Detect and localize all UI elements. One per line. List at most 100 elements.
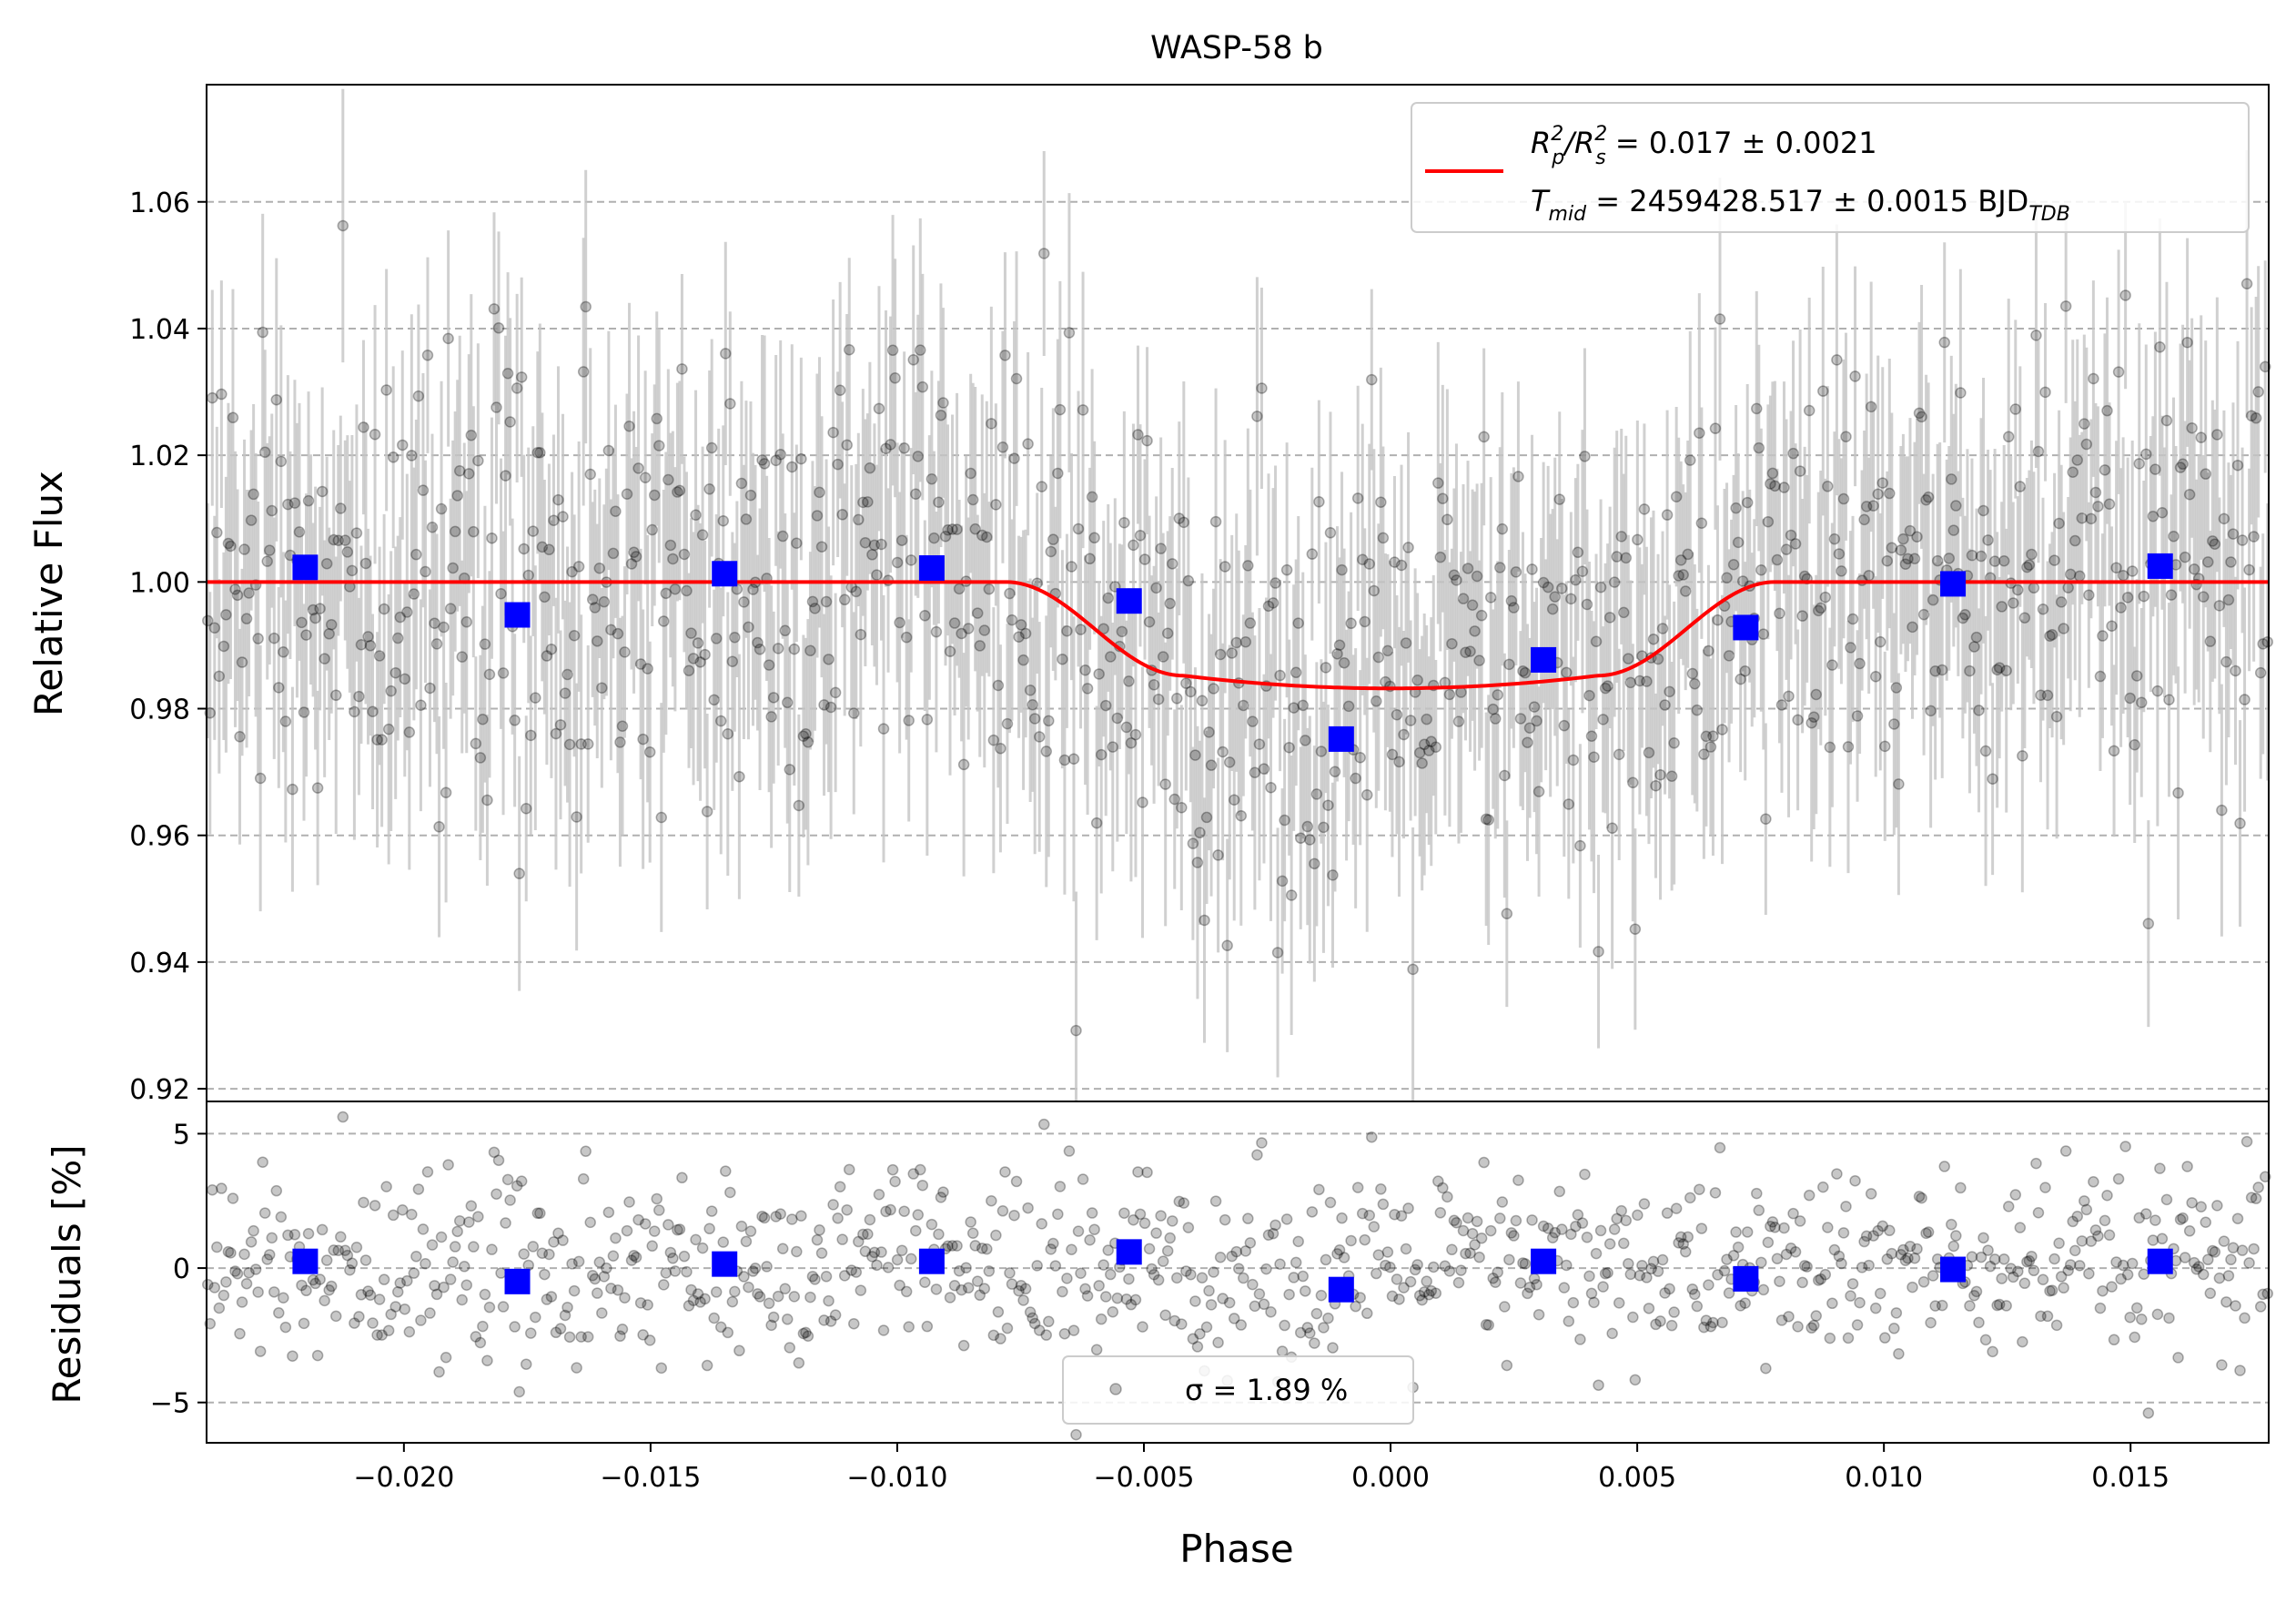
- flux-raw-point: [1306, 548, 1319, 560]
- residual-raw-point: [1522, 1287, 1533, 1300]
- flux-raw-point: [1826, 659, 1838, 671]
- residual-raw-point: [1936, 1299, 1948, 1312]
- flux-raw-point: [829, 686, 842, 699]
- residual-raw-point: [1950, 1230, 1962, 1242]
- residual-raw-point: [456, 1294, 468, 1306]
- flux-raw-point: [1063, 327, 1076, 339]
- flux-raw-point: [2197, 591, 2210, 603]
- residual-raw-point: [1152, 1273, 1165, 1286]
- flux-raw-point: [1318, 821, 1330, 834]
- flux-raw-point: [1656, 623, 1669, 634]
- residual-raw-point: [349, 1317, 360, 1329]
- flux-raw-point: [1203, 726, 1215, 738]
- flux-raw-point: [866, 549, 878, 561]
- flux-raw-point: [1736, 575, 1749, 587]
- flux-raw-point: [818, 699, 830, 711]
- flux-raw-point: [1721, 572, 1733, 584]
- flux-raw-point: [245, 514, 258, 526]
- flux-raw-point: [1585, 730, 1598, 742]
- residual-raw-point: [401, 1274, 413, 1287]
- flux-raw-point: [1563, 798, 1575, 810]
- residual-raw-point: [1579, 1168, 1591, 1181]
- residual-raw-point: [1086, 1207, 1098, 1219]
- flux-raw-point: [442, 332, 454, 345]
- residual-raw-point: [1664, 1283, 1675, 1295]
- flux-raw-point: [2240, 278, 2253, 290]
- residual-raw-point: [1464, 1247, 1476, 1259]
- residuals-binned-points: [292, 1239, 2173, 1303]
- flux-raw-point: [1251, 411, 1263, 422]
- flux-raw-point: [2002, 431, 2015, 443]
- flux-raw-point: [1452, 715, 1465, 727]
- flux-raw-point: [1120, 721, 1133, 734]
- residual-raw-point: [1824, 1332, 1836, 1344]
- flux-raw-point: [561, 668, 573, 681]
- flux-raw-point: [2252, 386, 2264, 398]
- flux-raw-point: [1641, 675, 1653, 687]
- residual-raw-point: [1322, 1312, 1334, 1324]
- residual-raw-point: [1991, 1299, 2003, 1312]
- residual-raw-point: [460, 1279, 473, 1291]
- residual-raw-point: [1966, 1251, 1978, 1263]
- flux-raw-point: [1081, 683, 1094, 695]
- flux-raw-point: [522, 569, 534, 582]
- flux-raw-point: [1815, 602, 1827, 614]
- residual-raw-point: [1778, 1222, 1790, 1234]
- residual-raw-point: [447, 1256, 459, 1268]
- flux-raw-point: [1253, 738, 1266, 750]
- phase-x-tick-label: −0.015: [600, 1462, 701, 1494]
- residual-raw-point: [1067, 1324, 1080, 1336]
- flux-y-tick-label: 0.94: [129, 948, 190, 979]
- flux-raw-point: [479, 638, 491, 650]
- flux-raw-point: [809, 603, 821, 614]
- flux-raw-point: [673, 484, 686, 497]
- residual-raw-point: [1908, 1252, 1921, 1264]
- flux-raw-point: [2225, 556, 2237, 568]
- flux-raw-point: [1413, 746, 1426, 759]
- flux-raw-point: [1654, 769, 1666, 781]
- residual-raw-point: [1636, 1260, 1648, 1272]
- flux-raw-point: [403, 726, 416, 738]
- flux-raw-point: [330, 689, 342, 702]
- flux-raw-point: [1712, 614, 1724, 626]
- residual-raw-point: [474, 1336, 487, 1349]
- flux-raw-point: [2216, 804, 2228, 817]
- residual-raw-point: [1105, 1268, 1117, 1281]
- flux-raw-point: [1336, 563, 1348, 576]
- residual-raw-point: [2046, 1284, 2058, 1296]
- flux-raw-point: [724, 398, 736, 410]
- residual-raw-point: [1411, 1259, 1423, 1271]
- residual-raw-point: [653, 1204, 665, 1216]
- residual-raw-point: [820, 1271, 833, 1283]
- flux-raw-point: [848, 707, 860, 719]
- flux-raw-point: [791, 537, 803, 550]
- flux-raw-point: [1503, 658, 1515, 671]
- residual-raw-point: [1762, 1236, 1775, 1249]
- flux-raw-point: [2236, 534, 2249, 546]
- residual-raw-point: [1320, 1253, 1332, 1266]
- residual-raw-point: [279, 1321, 292, 1334]
- residual-raw-point: [433, 1365, 445, 1378]
- flux-raw-point: [1851, 710, 1864, 722]
- phase-x-ticks: −0.020 −0.015 −0.010 −0.005 0.000 0.005 0.010 0…: [353, 1443, 2170, 1494]
- residual-raw-point: [1460, 1247, 1472, 1260]
- residual-raw-point: [2058, 1282, 2069, 1294]
- flux-raw-point: [1043, 715, 1055, 727]
- flux-raw-point: [894, 616, 905, 629]
- flux-raw-point: [1244, 617, 1257, 629]
- flux-raw-point: [1152, 693, 1165, 705]
- flux-raw-point: [1125, 737, 1138, 749]
- flux-raw-point: [2209, 538, 2221, 550]
- flux-raw-point: [687, 653, 700, 665]
- flux-raw-point: [1013, 631, 1025, 643]
- residual-raw-point: [2261, 1287, 2273, 1300]
- residual-raw-point: [1017, 1294, 1029, 1306]
- flux-raw-point: [2101, 404, 2113, 417]
- residual-raw-point: [1292, 1235, 1304, 1248]
- flux-raw-point: [832, 458, 844, 471]
- residual-raw-point: [220, 1276, 232, 1288]
- residual-raw-point: [536, 1247, 549, 1260]
- residual-raw-point: [1913, 1191, 1926, 1202]
- residual-raw-point: [491, 1188, 502, 1200]
- flux-raw-point: [683, 665, 695, 676]
